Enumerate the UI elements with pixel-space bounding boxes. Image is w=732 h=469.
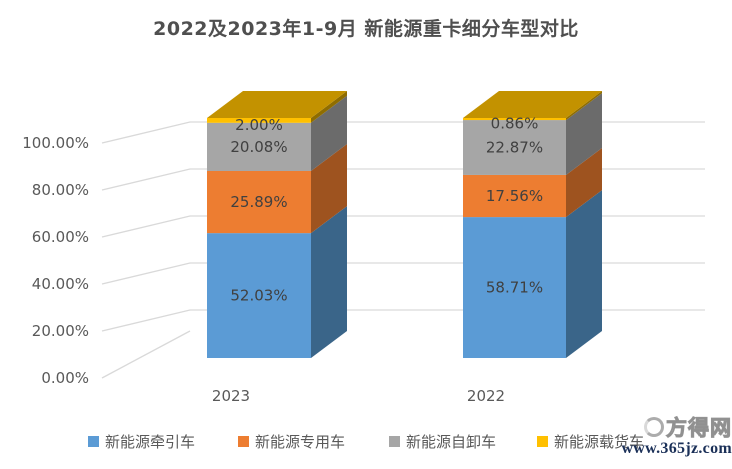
bar-segment-front-face <box>463 217 566 358</box>
bar-segment-front-face <box>463 120 566 175</box>
bar-value-label: 58.71% <box>486 279 543 297</box>
y-tick-label: 80.00% <box>32 181 89 199</box>
watermark-url: www.365jz.com <box>621 440 732 457</box>
bar-segment-side-face <box>311 91 347 123</box>
y-tick-label: 20.00% <box>32 322 89 340</box>
bar-segment-side-face <box>311 206 347 358</box>
legend-item: 新能源自卸车 <box>389 430 496 452</box>
bar-value-label: 0.86% <box>491 115 539 133</box>
gridline <box>101 330 191 379</box>
legend-label: 新能源载货车 <box>554 432 645 451</box>
watermark-row: 方得网 <box>615 414 732 441</box>
legend-swatch <box>537 435 548 447</box>
bar-top-face <box>207 91 347 118</box>
watermark-site-name: 方得网 <box>666 416 732 441</box>
stacked-bars: 52.03% 25.89% 20.08% 2.00% 58.71% 17.56% 22.87… <box>207 91 602 358</box>
bar-segment-side-face <box>566 147 602 218</box>
chart-title: 2022及2023年1-9月 新能源重卡细分车型对比 <box>153 18 579 40</box>
legend-item: 新能源专用车 <box>238 430 345 452</box>
bar-segment-side-face <box>566 190 602 358</box>
bar-value-label: 52.03% <box>230 287 287 305</box>
bar-value-label: 25.89% <box>230 193 287 211</box>
bar-segment-side-face <box>311 95 347 171</box>
watermark: 方得网 www.365jz.com <box>615 414 732 458</box>
legend-item: 新能源载货车 <box>537 430 644 452</box>
legend-swatch <box>88 435 99 447</box>
y-axis-tick-labels: 0.00% 20.00% 40.00% 60.00% 80.00% 100.00% <box>22 134 89 387</box>
bar-segment-front-face <box>207 118 311 123</box>
legend-item: 新能源牵引车 <box>88 430 195 452</box>
bar-segment-side-face <box>566 91 602 121</box>
gridline <box>101 215 705 238</box>
gridline <box>101 121 705 144</box>
legend-swatch <box>238 435 249 447</box>
legend-swatch <box>389 435 400 447</box>
bar-top-face <box>463 91 602 118</box>
bar-segment-front-face <box>207 233 311 358</box>
gridline <box>101 262 705 285</box>
bar-segment-side-face <box>566 93 602 175</box>
gridline <box>101 309 705 332</box>
x-axis-category-labels: 2023 2022 <box>212 387 505 405</box>
bar-value-label: 2.00% <box>235 116 283 134</box>
bar-segment-front-face <box>463 174 566 218</box>
y-tick-label: 0.00% <box>41 369 89 387</box>
legend-label: 新能源牵引车 <box>105 432 196 451</box>
y-tick-label: 60.00% <box>32 228 89 246</box>
gridlines <box>101 121 705 379</box>
legend-label: 新能源自卸车 <box>406 432 497 451</box>
category-label: 2023 <box>212 387 250 405</box>
bar-segment-side-face <box>311 143 347 234</box>
gridline <box>101 168 705 191</box>
bar-segment-front-face <box>207 122 311 171</box>
bar-value-label: 20.08% <box>230 138 287 156</box>
bar-value-label: 22.87% <box>486 139 543 157</box>
bar-value-label: 17.56% <box>486 187 543 205</box>
category-label: 2022 <box>467 387 505 405</box>
watermark-logo-icon <box>644 417 664 437</box>
chart-legend: 新能源牵引车 新能源专用车 新能源自卸车 新能源载货车 <box>0 430 732 454</box>
y-tick-label: 100.00% <box>22 134 89 152</box>
legend-label: 新能源专用车 <box>255 432 346 451</box>
bar-segment-front-face <box>207 170 311 234</box>
y-tick-label: 40.00% <box>32 275 89 293</box>
bar-segment-front-face <box>463 118 566 121</box>
